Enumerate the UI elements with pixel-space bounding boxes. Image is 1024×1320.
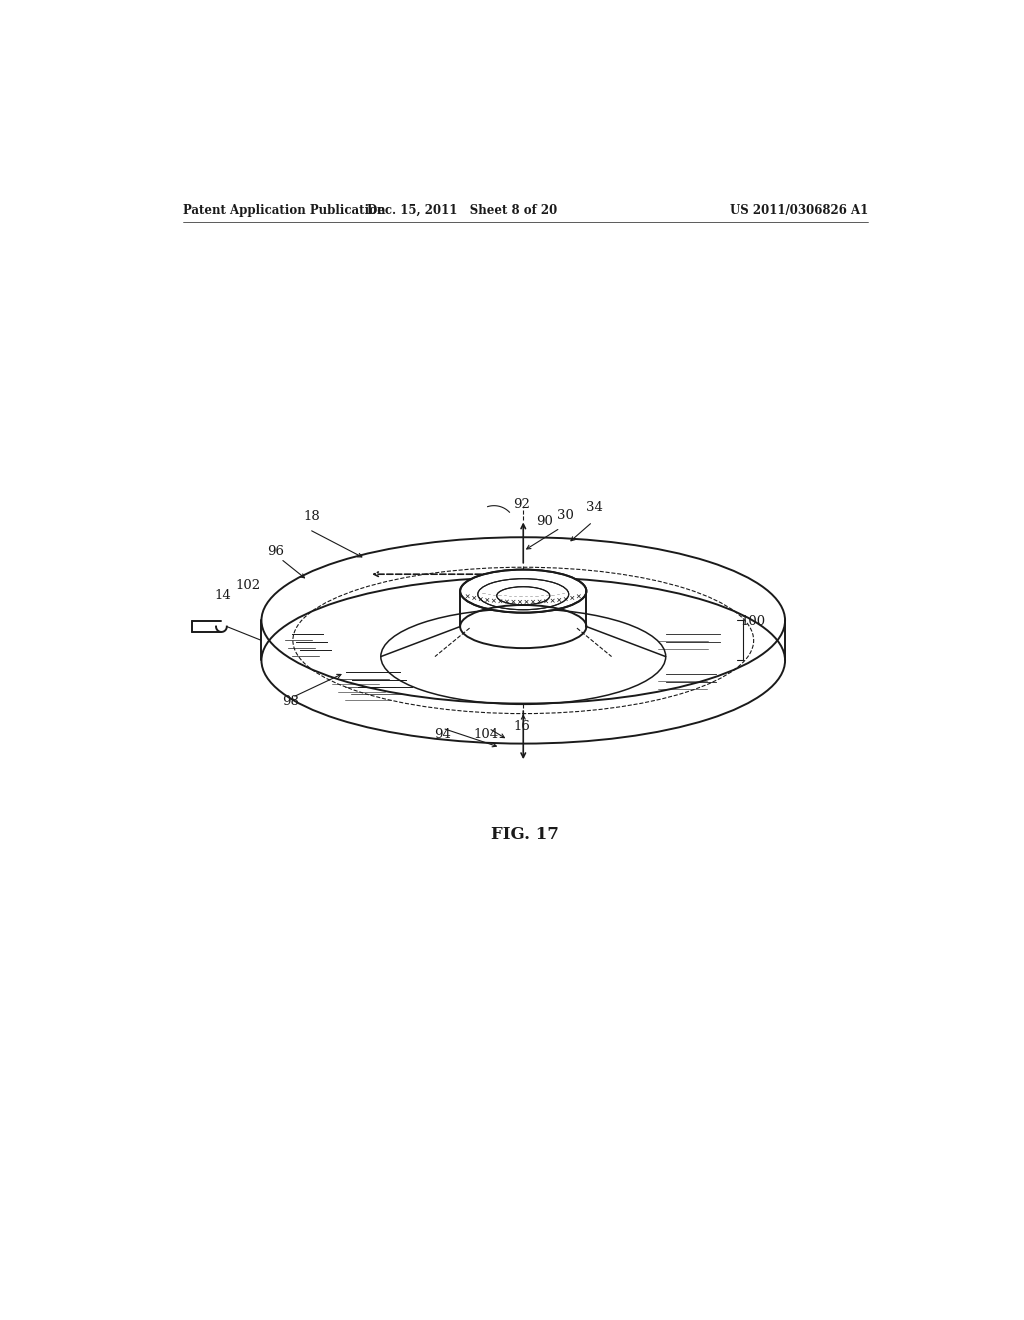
Text: 90: 90 <box>537 515 553 528</box>
Text: 96: 96 <box>267 545 284 557</box>
Text: 34: 34 <box>587 502 603 515</box>
Text: 30: 30 <box>557 510 574 523</box>
Text: 98: 98 <box>283 694 299 708</box>
Text: 100: 100 <box>740 615 765 628</box>
Text: FIG. 17: FIG. 17 <box>490 826 559 843</box>
Text: 104: 104 <box>474 727 499 741</box>
Text: US 2011/0306826 A1: US 2011/0306826 A1 <box>730 205 868 218</box>
Ellipse shape <box>460 570 587 612</box>
Text: 18: 18 <box>303 510 319 523</box>
Text: 92: 92 <box>513 499 530 511</box>
Text: 94: 94 <box>434 727 451 741</box>
Text: Dec. 15, 2011   Sheet 8 of 20: Dec. 15, 2011 Sheet 8 of 20 <box>367 205 557 218</box>
Text: Patent Application Publication: Patent Application Publication <box>183 205 385 218</box>
Text: 102: 102 <box>236 579 260 593</box>
Text: 16: 16 <box>513 721 530 733</box>
Text: 14: 14 <box>215 589 231 602</box>
